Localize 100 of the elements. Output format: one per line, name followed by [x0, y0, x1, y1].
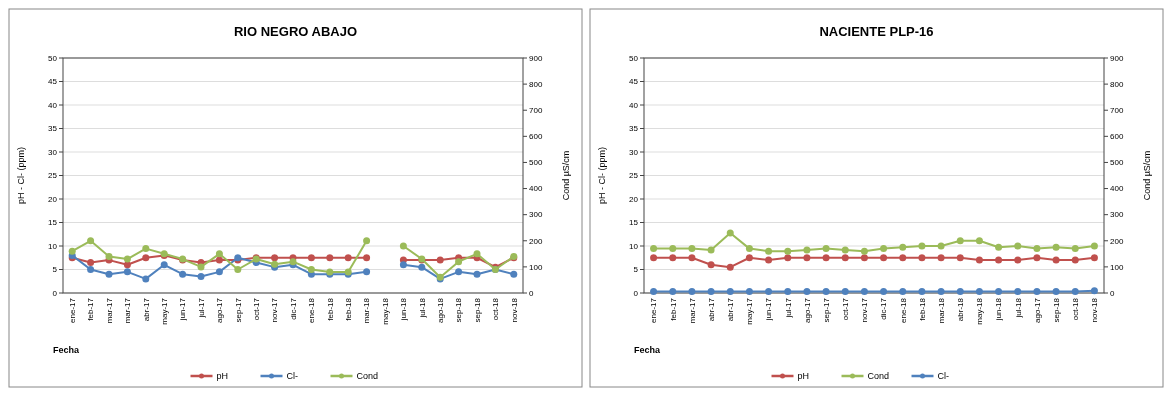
x-tick-label: oct-17 — [841, 297, 851, 321]
y2-tick-label: 500 — [529, 158, 543, 168]
point — [745, 288, 753, 296]
point — [87, 237, 95, 245]
x-tick-label: jun-17 — [178, 297, 188, 322]
point — [234, 266, 242, 273]
y-tick-label: 0 — [52, 288, 58, 298]
point — [995, 243, 1003, 251]
point — [880, 254, 888, 262]
point — [87, 258, 95, 266]
y-tick-label: 30 — [629, 147, 639, 157]
legend-label: Cond — [356, 371, 379, 382]
x-tick-label: oct-17 — [252, 297, 261, 321]
y2-tick-label: 800 — [529, 79, 543, 89]
y2-tick-label: 0 — [529, 288, 534, 298]
point — [899, 288, 907, 296]
x-tick-label: nov-17 — [860, 297, 870, 323]
x-tick-label: jun-18 — [994, 297, 1004, 322]
point — [1033, 245, 1041, 253]
legend-label: Cond — [867, 371, 890, 382]
point — [880, 245, 888, 253]
point — [1071, 245, 1079, 253]
point — [726, 288, 734, 296]
point — [975, 237, 983, 245]
point — [215, 268, 223, 276]
point — [707, 246, 715, 254]
legend-label: pH — [216, 371, 229, 382]
x-tick-label: feb-18 — [917, 297, 927, 321]
x-tick-label: jul-18 — [417, 297, 427, 319]
point — [918, 242, 926, 250]
legend-label: Cl- — [286, 371, 298, 382]
x-tick-label: sep-18 — [454, 297, 464, 323]
point — [436, 256, 444, 264]
y-tick-label: 50 — [629, 53, 639, 63]
x-tick-label: jun-17 — [764, 297, 774, 322]
point — [899, 254, 907, 262]
point — [937, 242, 945, 250]
y-tick-label: 45 — [629, 77, 639, 87]
y2-tick-label: 700 — [529, 106, 543, 116]
point — [822, 254, 830, 262]
point — [215, 250, 223, 258]
point — [418, 263, 426, 271]
point — [937, 288, 945, 296]
point — [784, 254, 792, 262]
point — [455, 268, 463, 276]
point — [68, 247, 76, 255]
x-tick-label: ago-17 — [802, 297, 812, 323]
point — [745, 254, 753, 262]
y-tick-label: 5 — [52, 265, 58, 275]
point — [822, 288, 830, 296]
x-tick-label: ene-17 — [68, 297, 77, 323]
point — [142, 245, 150, 253]
point — [956, 237, 964, 245]
point — [841, 288, 849, 296]
y2-tick-label: 700 — [1110, 106, 1124, 116]
point — [1090, 242, 1098, 250]
point — [1052, 288, 1060, 296]
x-tick-label: jul-18 — [1013, 297, 1023, 319]
point — [650, 245, 658, 253]
point — [215, 256, 223, 264]
point — [975, 256, 983, 264]
x-tick-label: nov-18 — [1090, 297, 1100, 323]
point — [1071, 256, 1079, 264]
point — [669, 245, 677, 253]
x-tick-label: dic-17 — [879, 297, 889, 320]
x-tick-label: ago-17 — [215, 297, 225, 323]
point — [822, 245, 830, 253]
point — [880, 288, 888, 296]
point — [726, 263, 734, 271]
x-tick-label: may-18 — [380, 297, 390, 325]
x-tick-label: jul-17 — [196, 297, 206, 319]
point — [307, 266, 315, 273]
y-tick-label: 45 — [48, 77, 58, 87]
point — [707, 288, 715, 296]
y-tick-label: 15 — [629, 218, 639, 228]
x-tick-label: nov-17 — [270, 297, 280, 323]
point — [1033, 288, 1041, 296]
x-tick-label: feb-17 — [668, 297, 678, 321]
point — [784, 247, 792, 255]
point — [956, 288, 964, 296]
x-tick-label: sep-18 — [472, 297, 482, 323]
x-tick-label: mar-17 — [104, 297, 114, 324]
point — [363, 254, 371, 262]
point — [1033, 254, 1041, 262]
point — [123, 255, 131, 263]
x-tick-label: abr-18 — [956, 297, 966, 322]
y2-tick-label: 400 — [1110, 184, 1124, 194]
y-tick-label: 40 — [629, 100, 639, 110]
x-tick-label: abr-17 — [706, 297, 716, 322]
point — [105, 252, 113, 260]
point — [344, 254, 352, 262]
legend-label: Cl- — [937, 371, 949, 382]
point — [918, 288, 926, 296]
y-tick-label: 30 — [48, 147, 58, 157]
y-tick-label: 0 — [633, 288, 639, 298]
point — [995, 256, 1003, 264]
x-tick-label: mar-17 — [123, 297, 133, 324]
x-axis-title: Fecha — [634, 345, 662, 355]
y2-axis-title: Cond µS/cm — [1142, 150, 1152, 201]
point — [726, 229, 734, 237]
